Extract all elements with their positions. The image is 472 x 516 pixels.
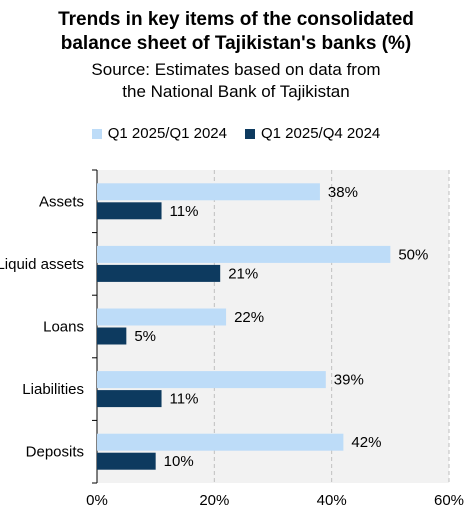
chart-subtitle: Source: Estimates based on data from the… — [0, 59, 472, 103]
chart-title-line1: Trends in key items of the consolidated — [58, 9, 414, 30]
legend-swatch-series-1 — [91, 128, 102, 139]
data-label-s1-2: 22% — [234, 309, 264, 326]
bar-s1-1 — [97, 245, 391, 263]
plot-area — [97, 170, 449, 483]
data-label-s2-0: 11% — [170, 203, 199, 220]
data-label-s2-4: 10% — [164, 453, 194, 470]
chart-title-line2: balance sheet of Tajikistan's banks (%) — [60, 33, 412, 54]
legend-item-series-1: Q1 2025/Q1 2024 — [91, 125, 227, 142]
bar-s2-0 — [97, 202, 162, 220]
bar-s1-3 — [97, 371, 326, 389]
x-tick-label-1: 20% — [199, 492, 229, 509]
data-label-s2-2: 5% — [134, 328, 156, 345]
legend-item-series-2: Q1 2025/Q4 2024 — [245, 125, 380, 142]
category-label-4: Deposits — [26, 444, 84, 461]
category-label-3: Liabilities — [22, 381, 84, 398]
bar-s2-2 — [97, 327, 127, 345]
data-label-s2-3: 11% — [170, 391, 199, 408]
bar-s1-4 — [97, 433, 344, 451]
data-label-s1-1: 50% — [398, 246, 428, 263]
chart-legend: Q1 2025/Q1 2024 Q1 2025/Q4 2024 — [0, 125, 472, 142]
x-tick-label-3: 60% — [434, 492, 464, 509]
data-label-s1-0: 38% — [328, 184, 358, 201]
bar-s2-1 — [97, 264, 221, 282]
data-label-s2-1: 21% — [228, 265, 258, 282]
data-label-s1-4: 42% — [351, 434, 381, 451]
chart-subtitle-line1: Source: Estimates based on data from — [91, 60, 381, 79]
legend-swatch-series-2 — [245, 128, 255, 139]
data-label-s1-3: 39% — [334, 372, 364, 389]
chart-subtitle-line2: the National Bank of Tajikistan — [122, 82, 350, 101]
category-label-2: Loans — [43, 319, 84, 336]
chart-title: Trends in key items of the consolidated … — [0, 8, 472, 56]
bar-s2-4 — [97, 452, 156, 470]
category-label-1: Liquid assets — [0, 256, 84, 273]
category-label-0: Assets — [39, 193, 84, 210]
bar-s2-3 — [97, 390, 162, 408]
bar-s1-0 — [97, 183, 320, 201]
bar-s1-2 — [97, 308, 227, 326]
x-tick-label-0: 0% — [86, 492, 108, 509]
x-tick-label-2: 40% — [317, 492, 347, 509]
legend-label-series-1: Q1 2025/Q1 2024 — [107, 125, 227, 142]
legend-label-series-2: Q1 2025/Q4 2024 — [261, 125, 381, 142]
